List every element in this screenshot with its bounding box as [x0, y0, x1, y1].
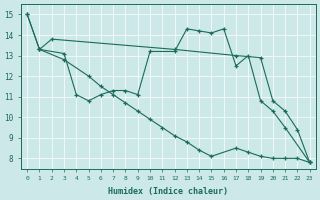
X-axis label: Humidex (Indice chaleur): Humidex (Indice chaleur) — [108, 187, 228, 196]
